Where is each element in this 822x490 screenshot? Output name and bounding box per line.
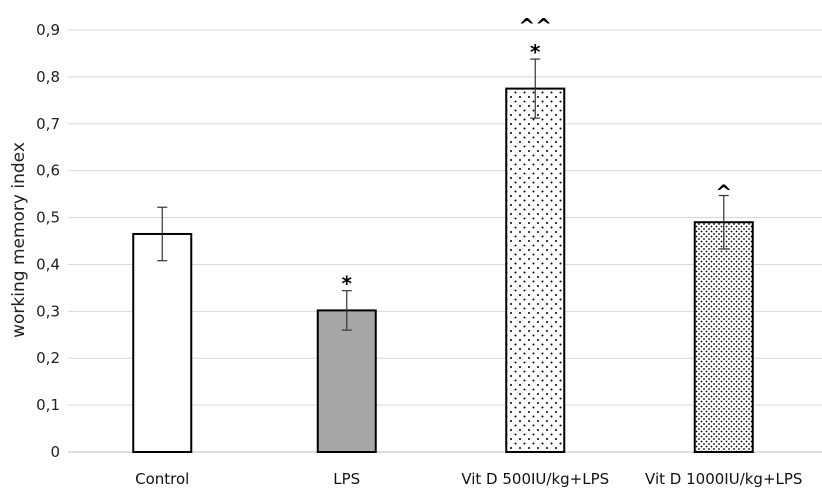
y-tick-label: 0,2 (36, 349, 60, 367)
error-bar (718, 194, 729, 250)
y-axis-ticks: 0 0,1 0,2 0,3 0,4 0,5 0,6 0,7 0,8 0,9 (36, 21, 60, 461)
x-category-label: Control (135, 470, 189, 488)
bar (693, 221, 754, 453)
y-tick-label: 0,8 (36, 68, 60, 86)
x-category-label: Vit D 1000IU/kg+LPS (645, 470, 802, 488)
y-tick-label: 0,5 (36, 209, 60, 227)
significance-caret: ^ (715, 181, 732, 205)
error-bar (530, 58, 541, 119)
y-tick-label: 0 (50, 443, 60, 461)
bar (505, 87, 566, 453)
y-tick-label: 0,3 (36, 302, 60, 320)
gridlines (68, 29, 822, 453)
error-bar (341, 290, 352, 331)
error-bars (157, 58, 729, 331)
y-axis-title: working memory index (9, 142, 29, 338)
y-tick-label: 0,9 (36, 21, 60, 39)
bars (132, 87, 754, 454)
y-tick-label: 0,4 (36, 255, 60, 273)
x-axis-categories: Control LPS Vit D 500IU/kg+LPS Vit D 1000IU… (135, 470, 802, 488)
x-category-label: LPS (333, 470, 360, 488)
error-bar (157, 206, 168, 262)
bar (316, 309, 377, 454)
x-category-label: Vit D 500IU/kg+LPS (461, 470, 609, 488)
significance-markers: **^^^ (342, 14, 733, 296)
significance-asterisk: * (530, 40, 541, 64)
y-tick-label: 0,7 (36, 115, 60, 133)
significance-caret: ^^ (518, 14, 552, 38)
y-tick-label: 0,6 (36, 162, 60, 180)
y-tick-label: 0,1 (36, 396, 60, 414)
bar (132, 232, 193, 453)
significance-asterisk: * (342, 272, 353, 296)
